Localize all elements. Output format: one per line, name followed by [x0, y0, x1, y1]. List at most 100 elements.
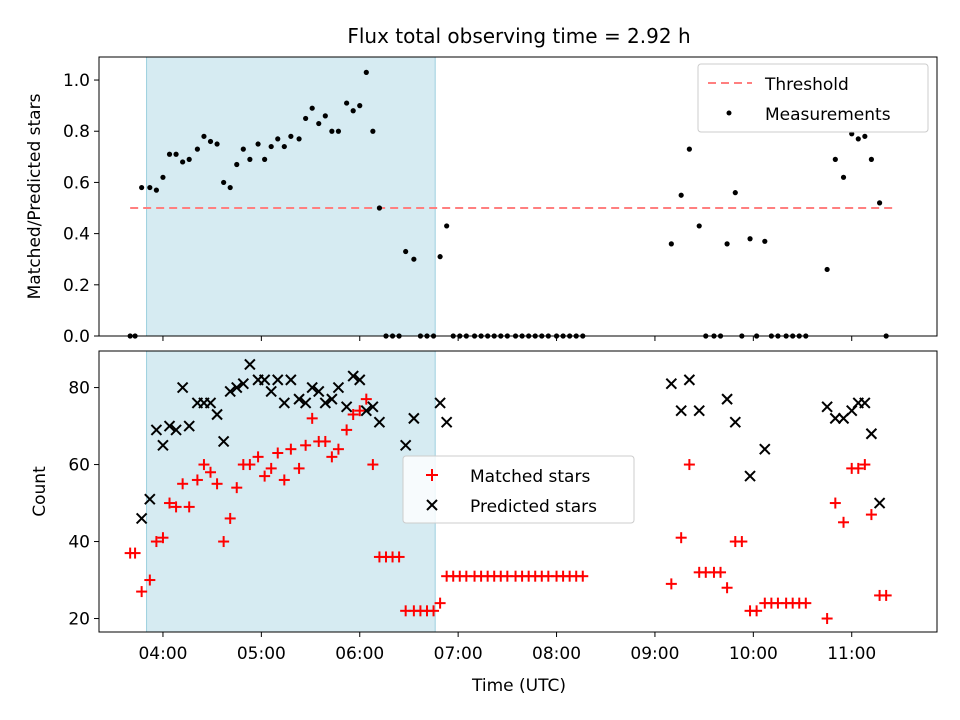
matched-star-point	[231, 482, 243, 494]
predicted-star-point	[163, 420, 176, 432]
predicted-star-point	[157, 439, 169, 452]
predicted-star-point	[332, 381, 345, 394]
matched-star-point	[326, 451, 338, 463]
measurement-point	[840, 174, 847, 180]
measurement-point	[139, 184, 145, 191]
bottom-y-ticks: 20 40 60 80	[68, 379, 99, 630]
predicted-legend-swatch	[426, 499, 438, 511]
predicted-star-point	[217, 435, 230, 448]
x-tick-label: 08:00	[532, 644, 581, 664]
matched-star-point	[354, 405, 366, 417]
x-tick-label: 07:00	[434, 644, 483, 664]
top-legend-box	[697, 63, 929, 133]
matched-star-point	[393, 551, 405, 563]
measurement-point	[696, 223, 702, 229]
predicted-star-point	[729, 416, 741, 428]
measurement-point	[214, 141, 220, 147]
x-tick-label: 04:00	[138, 644, 187, 664]
measurement-point	[855, 136, 861, 142]
measurement-point	[255, 141, 261, 147]
top-legend-label-threshold: Threshold	[764, 75, 849, 95]
predicted-star-point	[224, 385, 236, 398]
y-tick-label: 0.8	[63, 122, 90, 142]
measurement-point	[668, 241, 674, 247]
measurement-point	[303, 115, 309, 122]
measurement-point	[357, 103, 363, 109]
top-plot-marks	[127, 69, 893, 339]
measurement-point	[363, 69, 369, 75]
bottom-x-ticks: 04:00 05:00 06:00 07:00 08:00 09:00 10:00 11:00	[138, 632, 876, 664]
matched-star-point	[150, 536, 162, 548]
matched-star-point	[278, 474, 290, 486]
matched-star-point	[129, 547, 141, 559]
predicted-star-point	[183, 420, 195, 432]
matched-star-point	[821, 613, 833, 625]
matched-star-point	[198, 459, 210, 471]
measurement-point	[240, 146, 246, 152]
measurement-point	[411, 256, 417, 262]
measurement-point	[207, 138, 214, 145]
top-axes-frame	[98, 56, 938, 337]
y-tick-label: 20	[68, 610, 90, 630]
matched-star-point	[224, 512, 236, 524]
measurement-point	[194, 146, 200, 152]
measurement-point	[350, 108, 356, 114]
matched-star-point	[360, 393, 372, 405]
predicted-star-point	[293, 393, 305, 405]
observing-window-shade-bottom	[146, 350, 436, 633]
x-tick-label: 10:00	[729, 644, 778, 664]
bottom-y-axis-label: Count	[30, 466, 50, 517]
measurement-point	[227, 184, 233, 191]
measurement-point	[268, 143, 274, 150]
predicted-star-point	[440, 416, 453, 428]
predicted-star-point	[272, 374, 284, 386]
matched-star-point	[211, 478, 223, 490]
predicted-star-point	[829, 412, 842, 425]
predicted-star-point	[176, 381, 189, 394]
matched-star-point	[170, 501, 182, 513]
x-tick-label: 09:00	[630, 644, 679, 664]
predicted-star-point	[278, 397, 291, 409]
matched-star-point	[715, 566, 727, 578]
matched-star-point	[341, 424, 353, 436]
predicted-star-point	[340, 401, 353, 413]
top-panel: 0.0 0.2 0.4 0.6 0.8 1.0 Matched/Predicted sta…	[25, 56, 938, 347]
measurement-point	[160, 174, 166, 180]
measurement-point	[316, 120, 322, 127]
measurement-point	[370, 128, 376, 134]
measurement-point	[376, 205, 383, 211]
matched-star-point	[852, 462, 864, 474]
predicted-star-point	[873, 497, 886, 509]
matched-star-point	[265, 462, 277, 474]
predicted-star-point	[744, 470, 756, 482]
predicted-star-point	[675, 404, 687, 417]
measurement-point	[877, 200, 883, 206]
matched-star-point	[332, 443, 344, 455]
matched-star-point	[272, 447, 284, 459]
x-tick-label: 06:00	[335, 644, 384, 664]
matched-star-point	[428, 605, 440, 617]
matched-star-point	[157, 532, 169, 544]
bottom-axes-frame	[98, 350, 938, 633]
y-tick-label: 0.6	[63, 173, 90, 193]
predicted-star-point	[865, 428, 878, 440]
matched-star-point	[191, 474, 203, 486]
predicted-star-point	[399, 439, 412, 452]
matched-star-point	[136, 586, 148, 598]
bottom-panel: 20 40 60 80 04:00 05:00 06:00 07:00 08:00 09:00 1…	[30, 350, 938, 696]
matched-star-point	[177, 478, 189, 490]
matched-star-point	[880, 589, 892, 601]
x-tick-label: 11:00	[827, 644, 876, 664]
measurement-point	[173, 151, 179, 157]
matched-star-point	[259, 470, 271, 482]
matched-star-point	[319, 435, 331, 447]
measurement-point	[247, 156, 253, 162]
top-y-ticks: 0.0 0.2 0.4 0.6 0.8 1.0	[63, 71, 99, 347]
predicted-star-point	[859, 397, 871, 409]
matched-legend-swatch	[426, 469, 438, 481]
predicted-star-point	[683, 374, 696, 386]
matched-star-point	[859, 459, 871, 471]
matched-star-point	[736, 536, 748, 548]
predicted-star-point	[285, 374, 297, 386]
measurement-point	[747, 236, 753, 242]
